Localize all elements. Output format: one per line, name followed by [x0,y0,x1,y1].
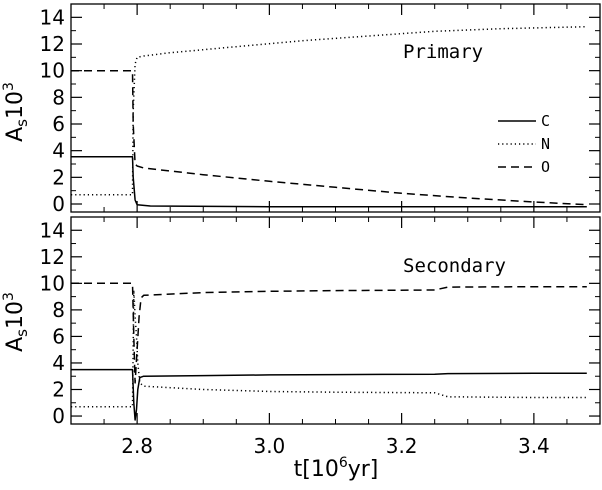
primary-axis-ticks: 0 24 6 810 12 14 [40,3,601,216]
primary-annotation: Primary [403,41,483,63]
x-tick-label: 2.8 [121,434,153,458]
primary-y-tick-label: 6 [52,112,65,136]
secondary-y-tick-label: 12 [40,245,65,269]
x-tick-label: 3.0 [253,434,285,458]
primary-y-tick-label: 10 [40,59,65,83]
legend-label-c: C [541,112,550,130]
secondary-series [71,282,587,421]
secondary-plot-frame [70,216,601,425]
secondary-y-tick-label: 0 [52,404,65,428]
primary-series [71,25,587,208]
secondary-series-o [71,282,587,384]
legend-label-o: O [541,158,550,176]
primary-y-tick-label: 12 [40,32,65,56]
primary-y-tick-label: 14 [40,5,65,29]
secondary-y-tick-label: 2 [52,378,65,402]
secondary-y-tick-label: 4 [52,351,65,375]
x-axis-label: t[106yr] [294,455,379,482]
primary-series-c [71,155,587,208]
secondary-y-tick-label: 8 [52,298,65,322]
x-tick-label: 3.2 [386,434,418,458]
legend: C N O [498,112,550,176]
primary-y-axis-label: As103 [1,82,31,142]
primary-plot-frame [70,3,601,213]
secondary-y-tick-label: 10 [40,271,65,295]
secondary-y-tick-label: 14 [40,218,65,242]
primary-y-tick-label: 2 [52,165,65,189]
secondary-series-n [71,289,587,408]
primary-series-n [71,25,587,196]
primary-y-tick-label: 8 [52,85,65,109]
x-tick-label: 3.4 [518,434,550,458]
secondary-series-c [71,368,587,421]
legend-label-n: N [541,135,550,153]
primary-y-tick-label: 4 [52,139,65,163]
primary-series-o [71,69,587,206]
primary-y-tick-label: 0 [52,192,65,216]
secondary-annotation: Secondary [403,255,506,277]
secondary-y-axis-label: As103 [1,292,31,352]
secondary-y-tick-label: 6 [52,324,65,348]
primary-panel: 0 24 6 810 12 14 Primary C N O As103 [1,3,601,216]
